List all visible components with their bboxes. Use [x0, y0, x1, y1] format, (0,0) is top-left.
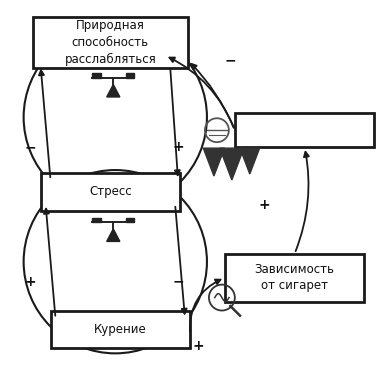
Polygon shape [220, 148, 244, 180]
FancyBboxPatch shape [225, 254, 364, 301]
Text: +: + [259, 198, 271, 212]
Bar [93, 73, 101, 78]
Text: +: + [25, 275, 37, 289]
Polygon shape [107, 229, 120, 241]
Text: +: + [192, 339, 204, 353]
Polygon shape [240, 148, 259, 174]
Bar [93, 217, 101, 222]
FancyBboxPatch shape [51, 311, 190, 348]
Text: Зависимость
от сигарет: Зависимость от сигарет [255, 263, 335, 293]
Text: Природная
способность
расслабляться: Природная способность расслабляться [64, 20, 156, 66]
Polygon shape [203, 148, 224, 176]
Bar [126, 73, 134, 78]
FancyBboxPatch shape [235, 113, 374, 147]
Bar [126, 217, 134, 222]
Text: −: − [172, 275, 184, 289]
Text: +: + [172, 140, 184, 154]
Polygon shape [107, 85, 120, 97]
Text: −: − [25, 140, 37, 154]
FancyBboxPatch shape [33, 17, 187, 68]
Text: −: − [224, 53, 236, 67]
Text: Курение: Курение [94, 323, 147, 336]
Text: Стресс: Стресс [89, 185, 131, 198]
FancyBboxPatch shape [40, 173, 180, 211]
